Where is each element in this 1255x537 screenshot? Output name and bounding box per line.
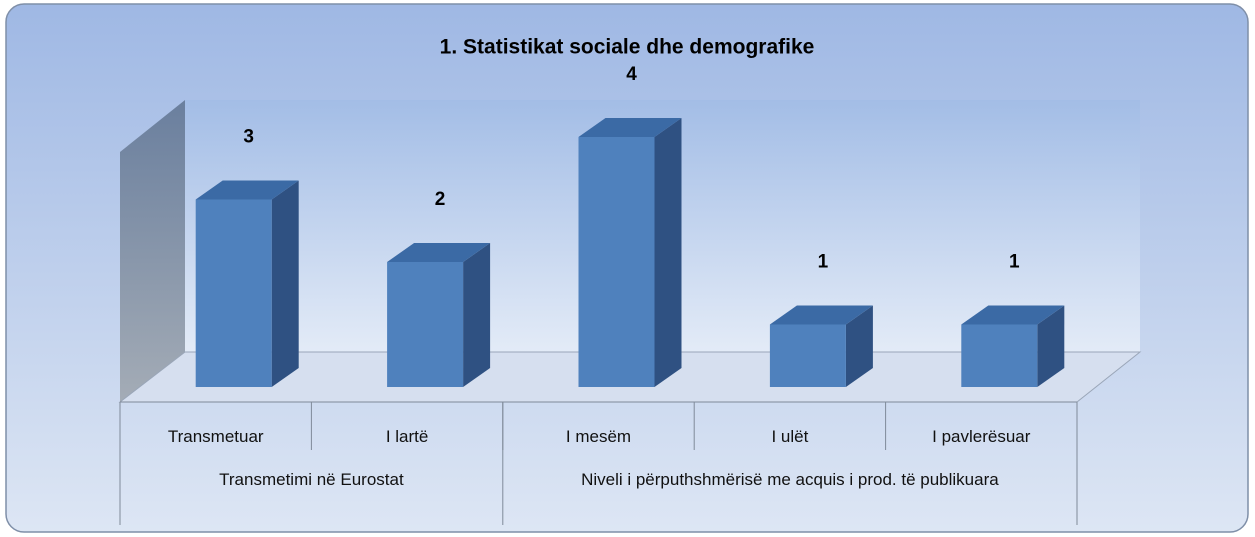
bar-side [1037,305,1065,387]
x-tick-label: I ulët [771,427,809,446]
x-tick-label: I pavlerësuar [932,427,1031,446]
bar-top [195,180,299,200]
bar-top [578,118,682,137]
data-label: 4 [626,64,637,85]
bar-top [387,243,491,262]
bar-top [769,305,873,325]
bar [961,324,1038,387]
bar-side [845,305,873,387]
bar [578,137,655,387]
x-tick-label: Transmetuar [167,427,264,446]
x-tick-label: I lartë [385,427,429,446]
bar [195,199,272,387]
x-tick-label: I mesëm [565,427,632,446]
bar-side [654,118,682,387]
chart-title: 1. Statistikat sociale dhe demografike [440,36,815,59]
data-label: 3 [243,127,254,148]
bar-top [961,305,1065,325]
side-wall [120,100,185,402]
data-label: 2 [435,189,446,210]
bar-side [463,243,491,387]
group-label: Niveli i përputhshmërisë me acquis i pro… [581,470,999,489]
bar [387,262,464,387]
group-label: Transmetimi në Eurostat [219,470,404,489]
data-label: 1 [818,252,829,273]
data-label: 1 [1009,252,1020,273]
bar [769,324,846,387]
bar-side [271,180,299,387]
